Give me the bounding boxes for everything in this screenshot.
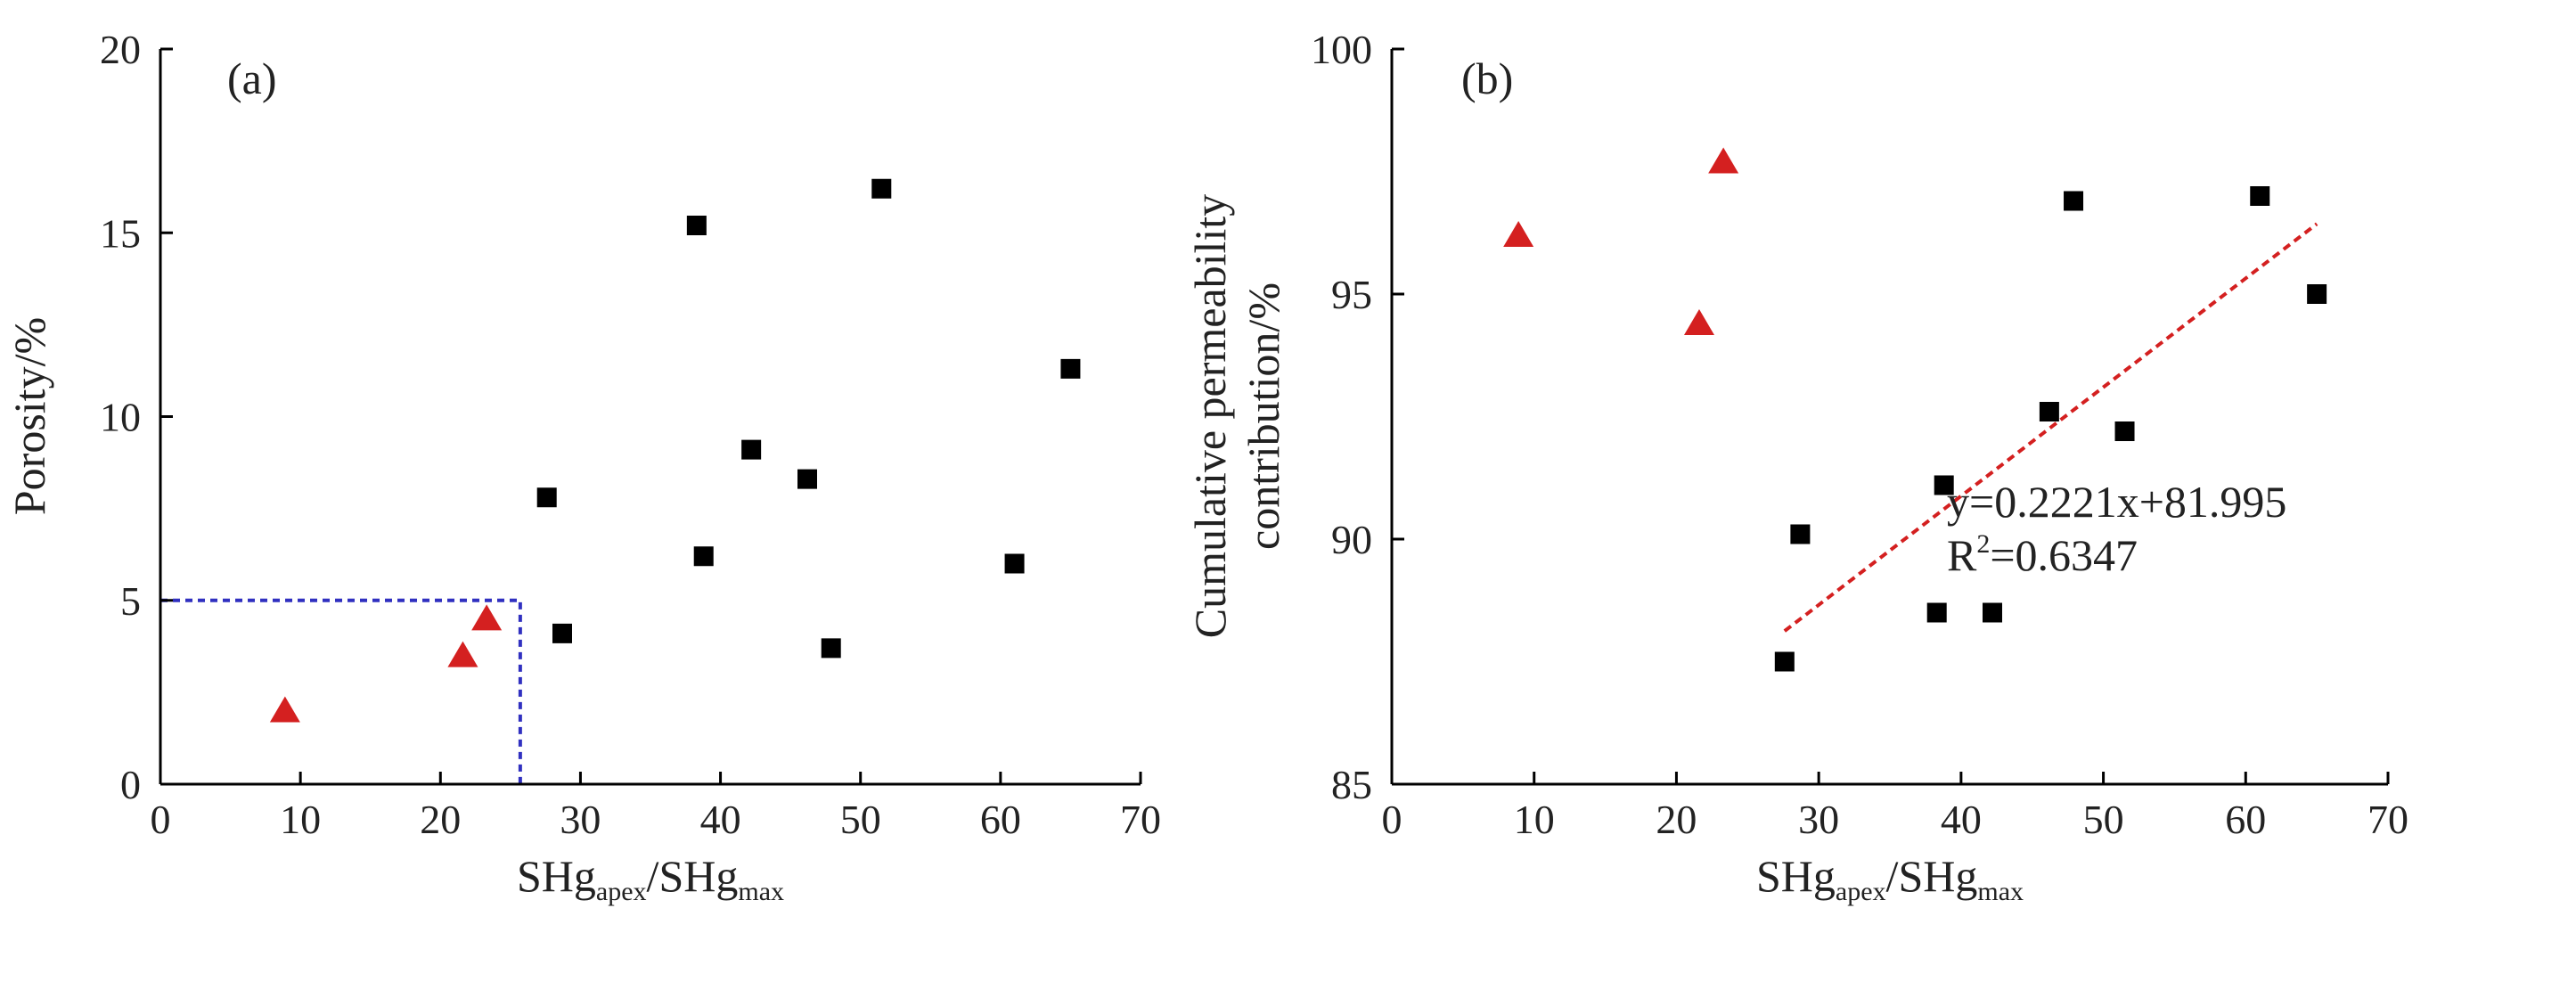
- panel-a-square-point: [741, 439, 762, 460]
- panel-b-x-tick-label: 70: [2367, 797, 2408, 842]
- panel-b-square-point: [1790, 524, 1811, 544]
- panel-b-label: (b): [1461, 53, 1513, 103]
- panel-a-y-tick-label: 0: [120, 762, 141, 807]
- panel-a-square-point: [693, 546, 714, 567]
- panel-b-y-tick-label: 90: [1331, 517, 1372, 562]
- panel-b-triangle-point: [1708, 147, 1739, 174]
- panel-a-x-tick-label: 0: [151, 797, 171, 842]
- panel-a-y-tick-label: 15: [100, 210, 141, 256]
- panel-a-square-point: [686, 216, 707, 235]
- panel-b-trend-equation: y=0.2221x+81.995: [1947, 477, 2286, 527]
- panel-b-square-point: [2039, 402, 2059, 421]
- panel-b-x-tick-label: 30: [1798, 797, 1839, 842]
- panel-b-ticks: 0 10 20 30 40 50 60 70 85 90 95 100: [1311, 27, 2408, 842]
- panel-b-y-axis-title-line1: Cumulative permeability: [1185, 194, 1235, 639]
- panel-a-plot-area: [160, 178, 1081, 784]
- panel-b-x-tick-label: 0: [1382, 797, 1402, 842]
- panel-b-square-point: [1934, 475, 1954, 495]
- panel-b-square-point: [1774, 651, 1795, 672]
- panel-b-triangle-point: [1683, 309, 1714, 335]
- panel-b-square-point: [2250, 186, 2270, 206]
- panel-b-permeability-chart: 0 10 20 30 40 50 60 70 85 90 95 100 (b) Cumulative …: [1185, 27, 2408, 906]
- panel-a-square-point: [797, 469, 817, 489]
- panel-a-square-point: [536, 487, 557, 508]
- panel-b-square-point: [2307, 284, 2327, 304]
- panel-b-square-point: [1926, 602, 1947, 623]
- panel-b-x-tick-label: 20: [1656, 797, 1697, 842]
- panel-a-x-tick-label: 70: [1120, 797, 1161, 842]
- panel-b-plot-area: [1503, 147, 2327, 672]
- panel-b-y-tick-label: 85: [1331, 762, 1372, 807]
- panel-b-y-tick-label: 95: [1331, 272, 1372, 317]
- panel-a-y-tick-label: 20: [100, 27, 141, 72]
- panel-b-y-tick-label: 100: [1311, 27, 1372, 72]
- panel-b-x-axis-title: SHgapex/SHgmax: [1756, 851, 2024, 906]
- panel-a-triangle-point: [447, 641, 478, 667]
- panel-a-y-tick-label: 5: [120, 578, 141, 624]
- panel-a-x-tick-label: 30: [560, 797, 601, 842]
- panel-b-x-tick-label: 40: [1941, 797, 1982, 842]
- panel-a-y-tick-label: 10: [100, 395, 141, 440]
- panel-a-x-tick-label: 60: [980, 797, 1021, 842]
- panel-b-square-point: [2114, 421, 2135, 441]
- panel-b-x-tick-label: 10: [1514, 797, 1555, 842]
- panel-a-square-point: [871, 178, 892, 199]
- panel-a-square-point: [1004, 553, 1025, 574]
- panel-b-square-point: [2064, 191, 2084, 211]
- panel-b-square-point: [1982, 602, 2002, 623]
- panel-b-x-tick-label: 60: [2225, 797, 2266, 842]
- panel-a-triangle-point: [471, 604, 503, 631]
- panel-a-x-tick-label: 20: [420, 797, 461, 842]
- panel-b-triangle-point: [1503, 221, 1534, 247]
- panel-a-x-tick-label: 40: [700, 797, 741, 842]
- panel-a-x-tick-label: 10: [280, 797, 321, 842]
- panel-a-label: (a): [227, 53, 277, 103]
- panel-b-trendline: [1783, 222, 2318, 633]
- panel-a-square-point: [552, 623, 572, 643]
- panel-a-square-point: [821, 638, 841, 659]
- panel-a-square-point: [1060, 358, 1081, 379]
- panel-b-y-axis-title-line2: contribution/%: [1239, 282, 1288, 550]
- panel-a-porosity-chart: 0 10 20 30 40 50 60 70 0 5 10 15 20 (a) Porosity/% S…: [4, 27, 1161, 906]
- panel-b-r-squared: R2=0.6347: [1947, 529, 2138, 580]
- panel-a-x-tick-label: 50: [840, 797, 881, 842]
- panel-a-x-axis-title: SHgapex/SHgmax: [517, 851, 784, 906]
- panel-a-cutoff-line: [160, 598, 522, 784]
- panel-a-triangle-point: [269, 696, 300, 723]
- panel-a-y-axis-title: Porosity/%: [4, 317, 54, 515]
- panel-a-ticks: 0 10 20 30 40 50 60 70 0 5 10 15 20: [100, 27, 1161, 842]
- panel-b-x-tick-label: 50: [2083, 797, 2124, 842]
